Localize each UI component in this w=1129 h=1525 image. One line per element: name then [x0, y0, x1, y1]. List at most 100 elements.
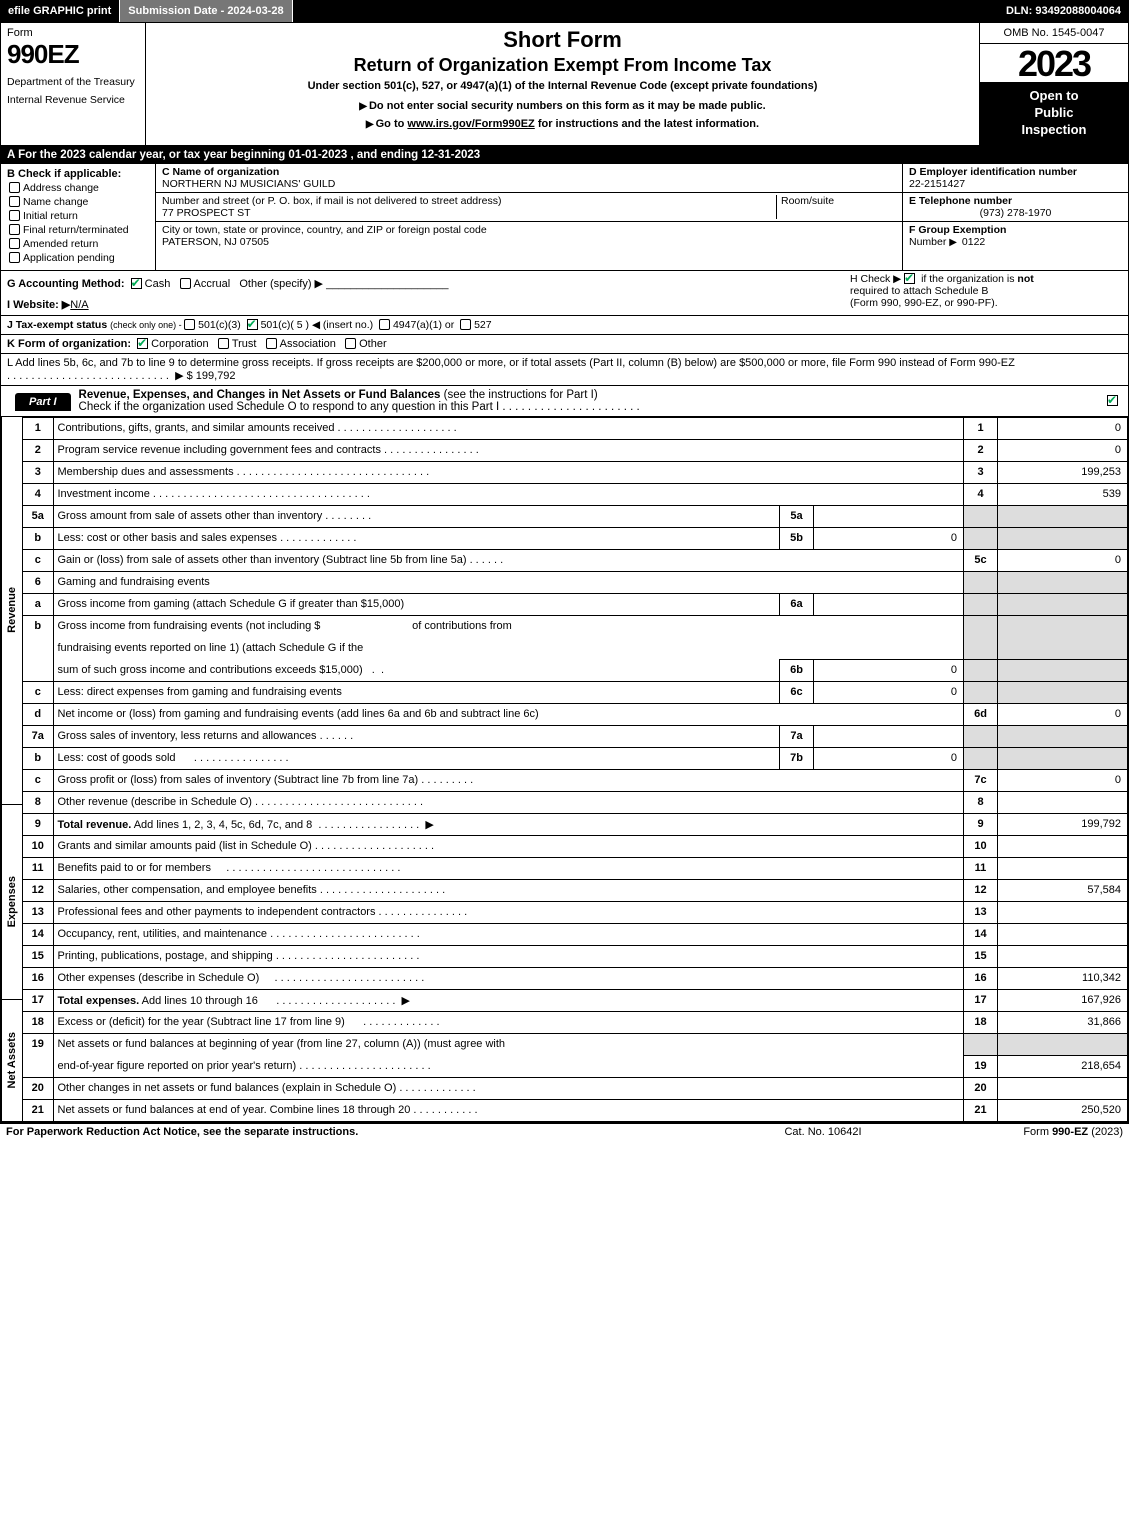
street-address: 77 PROSPECT ST	[162, 207, 251, 219]
cb-corporation[interactable]	[137, 338, 148, 349]
line-6: 6Gaming and fundraising events	[23, 571, 1128, 593]
cb-accrual[interactable]	[180, 278, 191, 289]
gross-receipts-amount: $ 199,792	[187, 370, 236, 382]
ein: 22-2151427	[909, 178, 1122, 190]
title-goto: Go to www.irs.gov/Form990EZ for instruct…	[154, 118, 971, 130]
line-6b: bGross income from fundraising events (n…	[23, 615, 1128, 637]
col-c-org-info: C Name of organization NORTHERN NJ MUSIC…	[156, 164, 903, 270]
line-19b: end-of-year figure reported on prior yea…	[23, 1055, 1128, 1077]
line-16: 16Other expenses (describe in Schedule O…	[23, 967, 1128, 989]
row-l-gross-receipts: L Add lines 5b, 6c, and 7b to line 9 to …	[1, 354, 1128, 386]
cb-association[interactable]	[266, 338, 277, 349]
line-6a: aGross income from gaming (attach Schedu…	[23, 593, 1128, 615]
line-19: 19Net assets or fund balances at beginni…	[23, 1033, 1128, 1055]
line-7c: cGross profit or (loss) from sales of in…	[23, 769, 1128, 791]
line-14: 14Occupancy, rent, utilities, and mainte…	[23, 923, 1128, 945]
row-a-tax-year: A For the 2023 calendar year, or tax yea…	[1, 146, 1128, 164]
irs-link[interactable]: www.irs.gov/Form990EZ	[407, 118, 534, 130]
cb-trust[interactable]	[218, 338, 229, 349]
submission-date: Submission Date - 2024-03-28	[120, 0, 292, 22]
top-bar: efile GRAPHIC print Submission Date - 20…	[0, 0, 1129, 22]
page-footer: For Paperwork Reduction Act Notice, see …	[0, 1123, 1129, 1140]
h-schedule-b: H Check ▶ if the organization is not req…	[842, 273, 1122, 309]
line-21: 21Net assets or fund balances at end of …	[23, 1099, 1128, 1121]
omb-number: OMB No. 1545-0047	[980, 23, 1128, 44]
dept-irs: Internal Revenue Service	[7, 94, 139, 106]
footer-paperwork: For Paperwork Reduction Act Notice, see …	[6, 1126, 723, 1138]
lbl-group-exemption: F Group Exemption	[909, 224, 1006, 236]
title-under-section: Under section 501(c), 527, or 4947(a)(1)…	[154, 80, 971, 92]
title-ssn-warning: Do not enter social security numbers on …	[154, 100, 971, 112]
part-1-header: Part I Revenue, Expenses, and Changes in…	[1, 386, 1128, 417]
cb-501c3[interactable]	[184, 319, 195, 330]
part-1-tab: Part I	[15, 393, 71, 411]
cb-501c[interactable]	[247, 319, 258, 330]
line-11: 11Benefits paid to or for members . . . …	[23, 857, 1128, 879]
cb-schedule-b[interactable]	[904, 273, 915, 284]
lbl-room: Room/suite	[781, 195, 834, 207]
line-5a: 5aGross amount from sale of assets other…	[23, 505, 1128, 527]
line-17: 17Total expenses. Add lines 10 through 1…	[23, 989, 1128, 1011]
lbl-ein: D Employer identification number	[909, 166, 1122, 178]
cb-other-org[interactable]	[345, 338, 356, 349]
line-6b-cont: fundraising events reported on line 1) (…	[23, 637, 1128, 659]
form-container: Form 990EZ Department of the Treasury In…	[0, 22, 1129, 1123]
line-9: 9Total revenue. Add lines 1, 2, 3, 4, 5c…	[23, 813, 1128, 835]
dln: DLN: 93492088004064	[998, 0, 1129, 22]
cb-527[interactable]	[460, 319, 471, 330]
line-5c: cGain or (loss) from sale of assets othe…	[23, 549, 1128, 571]
tax-year: 2023	[980, 44, 1128, 82]
row-k-form-org: K Form of organization: Corporation Trus…	[1, 335, 1128, 354]
form-word: Form	[7, 27, 139, 39]
lbl-org-name: C Name of organization	[162, 166, 279, 178]
lbl-street: Number and street (or P. O. box, if mail…	[162, 195, 501, 207]
line-6b-end: sum of such gross income and contributio…	[23, 659, 1128, 681]
city-state-zip: PATERSON, NJ 07505	[162, 236, 269, 248]
cb-initial-return[interactable]: Initial return	[9, 210, 149, 222]
website-value: N/A	[70, 299, 88, 311]
lbl-city: City or town, state or province, country…	[162, 224, 487, 236]
cb-address-change[interactable]: Address change	[9, 182, 149, 194]
title-return: Return of Organization Exempt From Incom…	[154, 55, 971, 76]
line-6d: dNet income or (loss) from gaming and fu…	[23, 703, 1128, 725]
org-name: NORTHERN NJ MUSICIANS' GUILD	[162, 178, 335, 190]
lines-table: 1Contributions, gifts, grants, and simil…	[23, 417, 1128, 1122]
line-13: 13Professional fees and other payments t…	[23, 901, 1128, 923]
col-d-e-f: D Employer identification number 22-2151…	[903, 164, 1128, 270]
lbl-phone: E Telephone number	[909, 195, 1122, 207]
line-3: 3Membership dues and assessments . . . .…	[23, 461, 1128, 483]
vlabel-expenses: Expenses	[1, 805, 23, 1000]
line-15: 15Printing, publications, postage, and s…	[23, 945, 1128, 967]
row-j-tax-exempt: J Tax-exempt status (check only one) - 5…	[1, 316, 1128, 335]
cb-schedule-o-part1[interactable]	[1107, 395, 1118, 406]
line-4: 4Investment income . . . . . . . . . . .…	[23, 483, 1128, 505]
line-7a: 7aGross sales of inventory, less returns…	[23, 725, 1128, 747]
line-8: 8Other revenue (describe in Schedule O) …	[23, 791, 1128, 813]
footer-form-ref: Form 990-EZ (2023)	[923, 1126, 1123, 1138]
line-18: 18Excess or (deficit) for the year (Subt…	[23, 1011, 1128, 1033]
cb-4947[interactable]	[379, 319, 390, 330]
cb-application-pending[interactable]: Application pending	[9, 252, 149, 264]
line-20: 20Other changes in net assets or fund ba…	[23, 1077, 1128, 1099]
group-exemption-number: 0122	[962, 236, 985, 248]
cb-name-change[interactable]: Name change	[9, 196, 149, 208]
cb-final-return[interactable]: Final return/terminated	[9, 224, 149, 236]
line-2: 2Program service revenue including gover…	[23, 439, 1128, 461]
form-number: 990EZ	[7, 39, 139, 70]
efile-label[interactable]: efile GRAPHIC print	[0, 0, 120, 22]
open-to-public: Open to Public Inspection	[980, 82, 1128, 145]
line-12: 12Salaries, other compensation, and empl…	[23, 879, 1128, 901]
vlabel-revenue: Revenue	[1, 417, 23, 805]
line-10: 10Grants and similar amounts paid (list …	[23, 835, 1128, 857]
line-1: 1Contributions, gifts, grants, and simil…	[23, 417, 1128, 439]
cb-amended-return[interactable]: Amended return	[9, 238, 149, 250]
part-1-grid: Revenue Expenses Net Assets 1Contributio…	[1, 417, 1128, 1122]
title-short-form: Short Form	[154, 27, 971, 53]
form-header: Form 990EZ Department of the Treasury In…	[1, 23, 1128, 146]
line-6c: cLess: direct expenses from gaming and f…	[23, 681, 1128, 703]
footer-cat-no: Cat. No. 10642I	[723, 1126, 923, 1138]
cb-cash[interactable]	[131, 278, 142, 289]
vlabel-net-assets: Net Assets	[1, 1000, 23, 1122]
dept-treasury: Department of the Treasury	[7, 76, 139, 88]
row-g-h-i: G Accounting Method: Cash Accrual Other …	[1, 271, 1128, 316]
